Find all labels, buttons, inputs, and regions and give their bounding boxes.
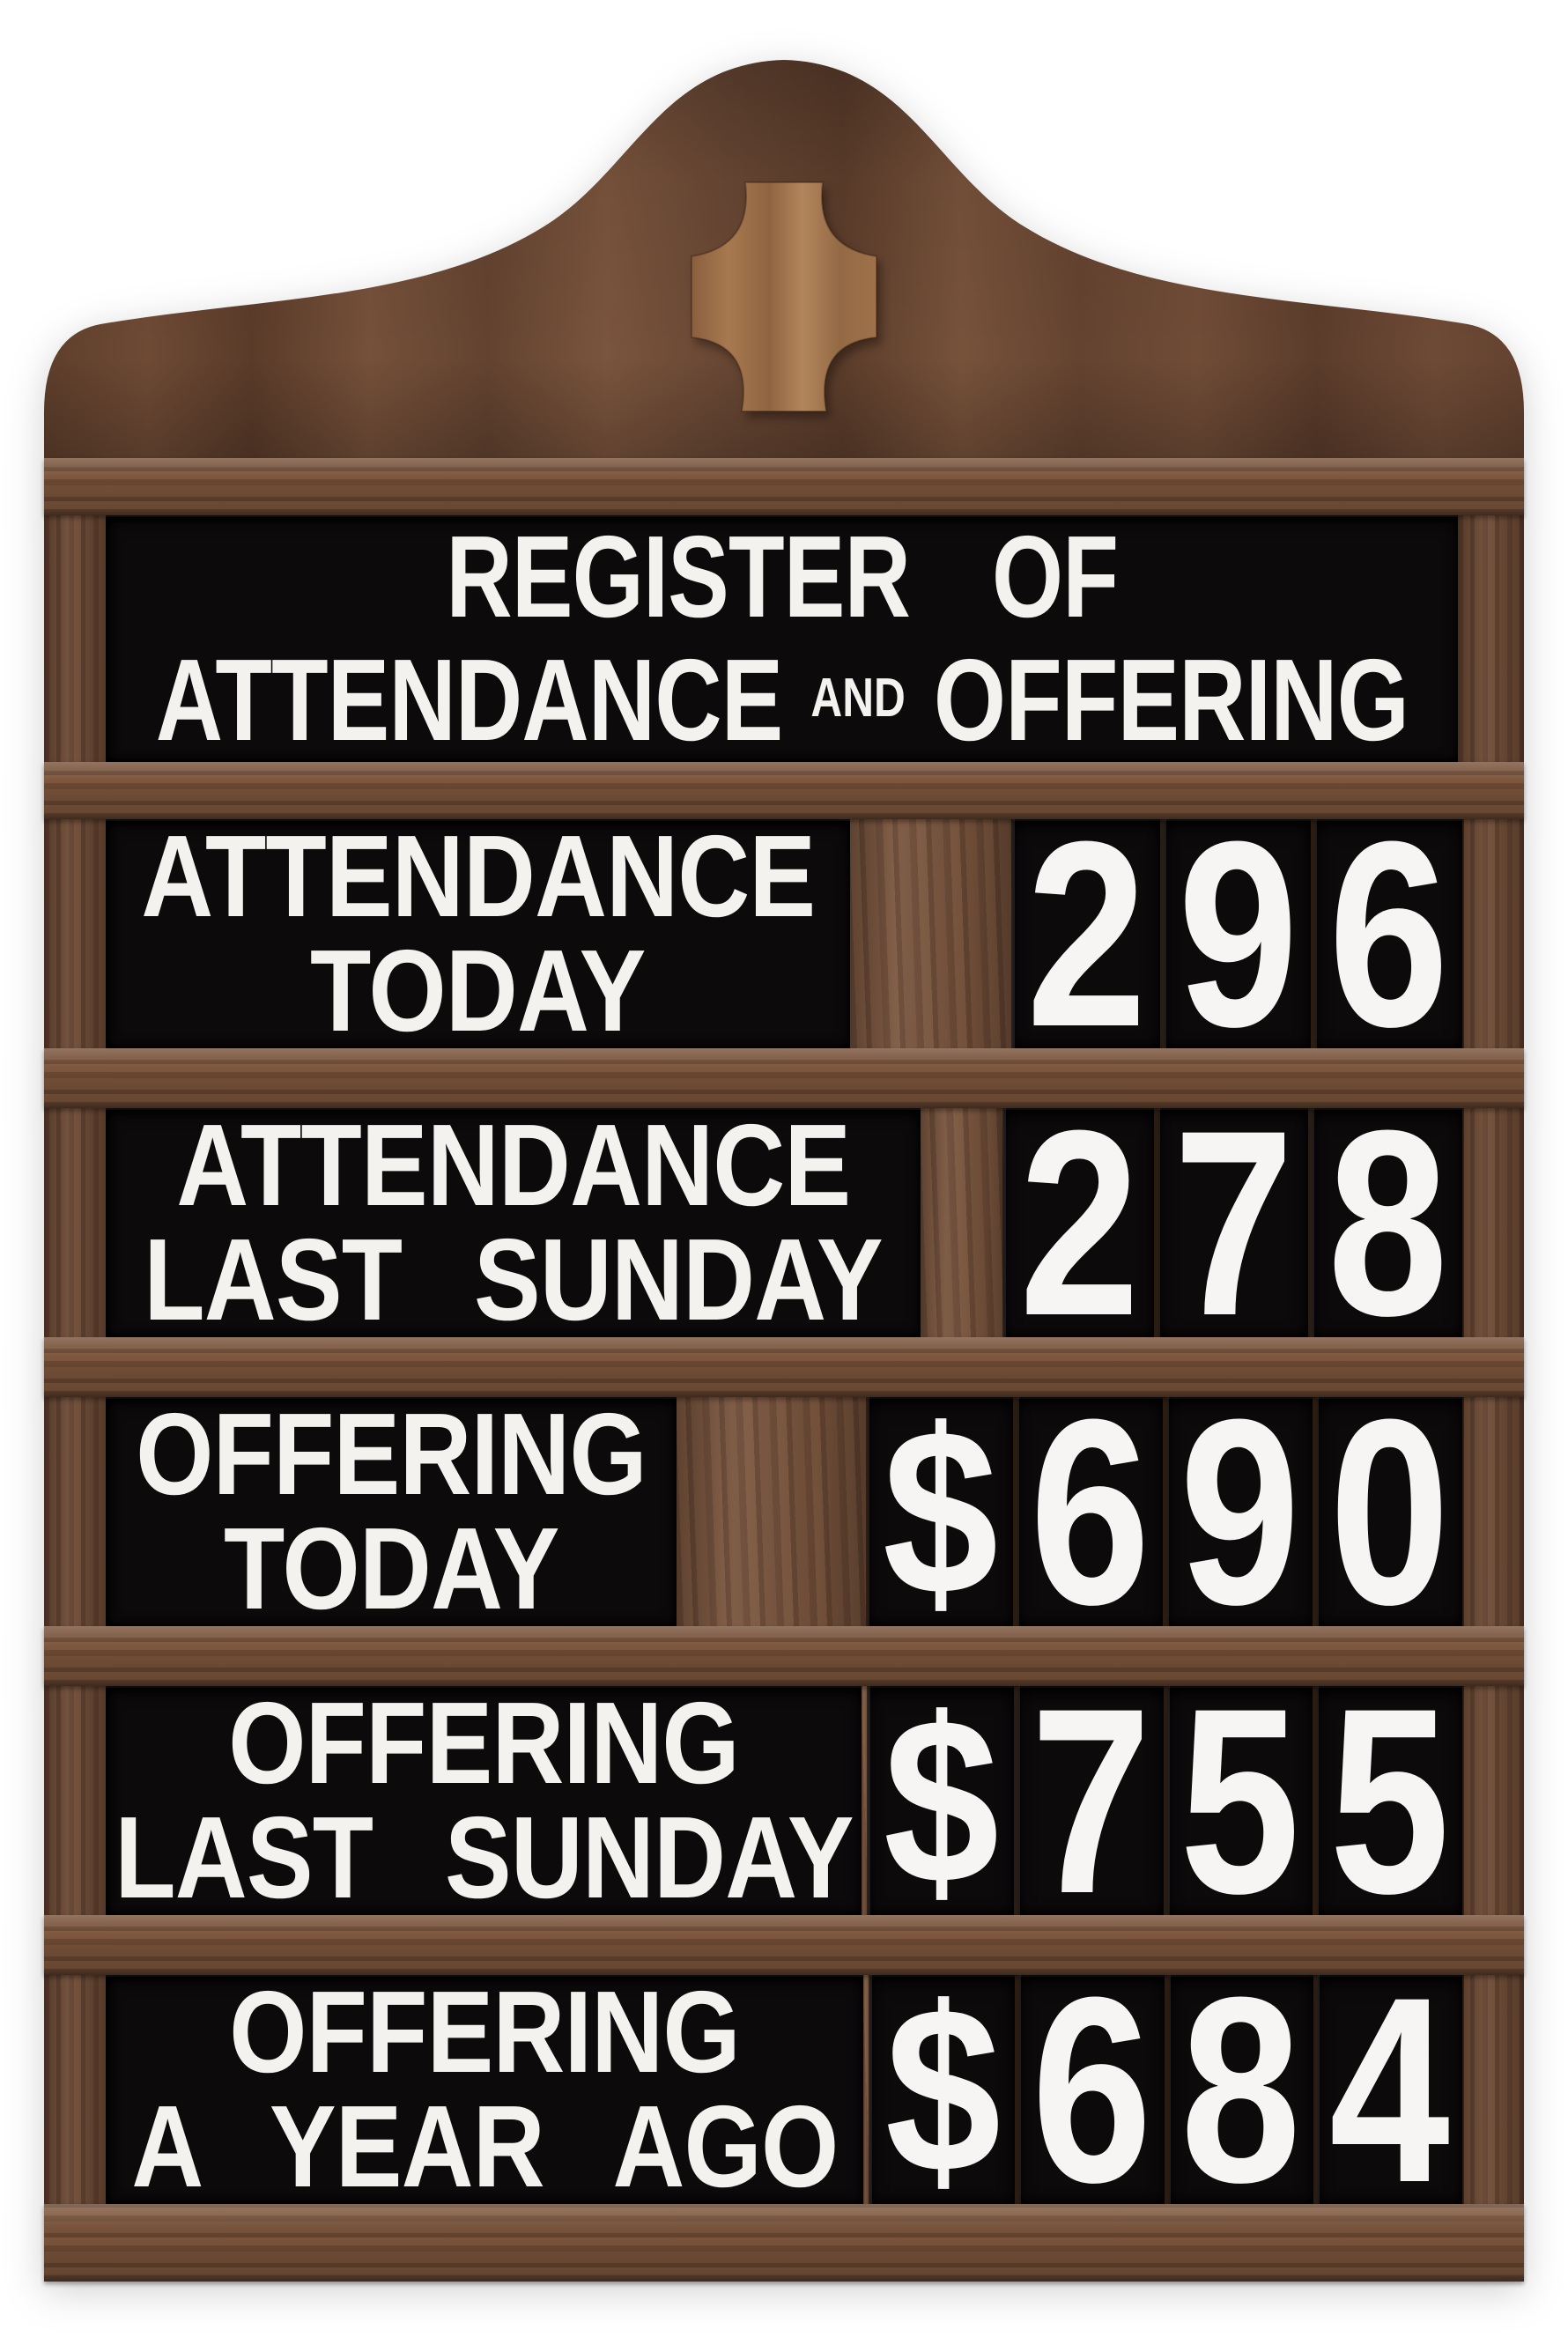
tile-glyph: 6 <box>1030 1397 1150 1626</box>
tile-glyph: $ <box>884 1975 1001 2204</box>
digit-tile: 9 <box>1167 1397 1313 1626</box>
title-word-and: AND <box>810 668 906 729</box>
rail-5 <box>44 1915 1524 1975</box>
digit-tile: 7 <box>1158 1108 1308 1337</box>
board-crest <box>44 60 1524 458</box>
rail-top <box>44 458 1524 515</box>
tile-glyph: 8 <box>1180 1975 1302 2204</box>
row-offering-today: OFFERING TODAY $6 9 0 <box>44 1389 1524 1633</box>
wood-gap <box>863 1975 870 2204</box>
label-line: OFFERING <box>136 1389 647 1519</box>
title-text-attendance-and-offering: ATTENDANCE AND OFFERING <box>155 635 1409 765</box>
tile-glyph: 7 <box>1030 1686 1151 1915</box>
title-text-register-of: REGISTER OF <box>446 512 1119 641</box>
label-line: OFFERING <box>229 1967 740 2097</box>
label-line: A YEAR AGO <box>130 2082 839 2211</box>
digit-tile: 9 <box>1164 819 1312 1048</box>
tile-glyph: 4 <box>1329 1975 1451 2204</box>
label-line: ATTENDANCE <box>141 811 816 941</box>
digit-tile: 0 <box>1317 1397 1462 1626</box>
dollar-tile: $ <box>868 1397 1013 1626</box>
wood-gap <box>850 819 1013 1048</box>
label-line: TODAY <box>310 926 646 1055</box>
dollar-tile: $ <box>869 1686 1014 1915</box>
label-line: LAST SUNDAY <box>144 1215 883 1344</box>
tile-glyph: 7 <box>1172 1108 1294 1337</box>
number-tiles: $6 9 0 <box>868 1397 1462 1626</box>
wood-gap <box>862 1686 869 1915</box>
tile-glyph: 5 <box>1180 1686 1301 1915</box>
dollar-tile: $ <box>870 1975 1016 2204</box>
rail-3 <box>44 1337 1524 1397</box>
board-body: REGISTER OF ATTENDANCE AND OFFERING ATTE… <box>44 458 1524 2282</box>
rail-2 <box>44 1048 1524 1108</box>
number-tiles: $6 8 4 <box>870 1975 1462 2204</box>
digit-tile: 8 <box>1168 1975 1313 2204</box>
label-panel: OFFERING LAST SUNDAY <box>106 1678 862 1922</box>
digit-tile: 6 <box>1019 1975 1165 2204</box>
title-word-attendance: ATTENDANCE <box>155 635 782 765</box>
tile-glyph: 9 <box>1177 819 1298 1048</box>
tile-glyph: $ <box>882 1397 999 1626</box>
digit-tile: 2 <box>1004 1108 1154 1337</box>
digit-tile: 5 <box>1317 1686 1462 1915</box>
label-panel: ATTENDANCE TODAY <box>106 811 850 1055</box>
row-offering-last-sunday: OFFERING LAST SUNDAY $7 5 5 <box>44 1678 1524 1922</box>
tile-glyph: 8 <box>1327 1108 1448 1337</box>
tile-glyph: 6 <box>1031 1975 1152 2204</box>
number-tiles: $7 5 5 <box>869 1686 1462 1915</box>
title-row: REGISTER OF ATTENDANCE AND OFFERING <box>44 515 1524 762</box>
tile-glyph: 9 <box>1180 1397 1300 1626</box>
label-panel: ATTENDANCE LAST SUNDAY <box>106 1100 921 1344</box>
label-line: ATTENDANCE <box>176 1100 851 1230</box>
register-board: REGISTER OF ATTENDANCE AND OFFERING ATTE… <box>44 44 1524 2282</box>
digit-tile: 5 <box>1167 1686 1313 1915</box>
label-line: OFFERING <box>228 1678 739 1808</box>
title-line-1: REGISTER OF <box>106 515 1458 639</box>
title-line-2: ATTENDANCE AND OFFERING <box>106 639 1458 762</box>
rail-4 <box>44 1626 1524 1686</box>
tile-glyph: 6 <box>1328 819 1450 1048</box>
tile-glyph: 2 <box>1025 819 1147 1048</box>
rail-bottom <box>44 2204 1524 2282</box>
digit-tile: 8 <box>1313 1108 1462 1337</box>
digit-tile: 2 <box>1013 819 1160 1048</box>
row-offering-a-year-ago: OFFERING A YEAR AGO $6 8 4 <box>44 1967 1524 2211</box>
wood-gap <box>677 1397 868 1626</box>
tile-glyph: 0 <box>1329 1397 1450 1626</box>
title-word-offering: OFFERING <box>933 635 1409 765</box>
label-line: TODAY <box>223 1504 559 1633</box>
digit-tile: 6 <box>1017 1397 1163 1626</box>
tile-glyph: $ <box>883 1686 999 1915</box>
label-panel: OFFERING TODAY <box>106 1389 677 1633</box>
tile-glyph: 2 <box>1018 1108 1140 1337</box>
digit-tile: 7 <box>1017 1686 1164 1915</box>
digit-tile: 6 <box>1315 819 1463 1048</box>
tile-glyph: 5 <box>1329 1686 1451 1915</box>
title-panel: REGISTER OF ATTENDANCE AND OFFERING <box>106 515 1458 762</box>
wood-gap <box>921 1108 1004 1337</box>
cross-icon <box>691 181 877 412</box>
rail-1 <box>44 762 1524 819</box>
label-line: LAST SUNDAY <box>114 1793 854 1922</box>
digit-tile: 4 <box>1317 1975 1462 2204</box>
label-panel: OFFERING A YEAR AGO <box>106 1967 863 2211</box>
